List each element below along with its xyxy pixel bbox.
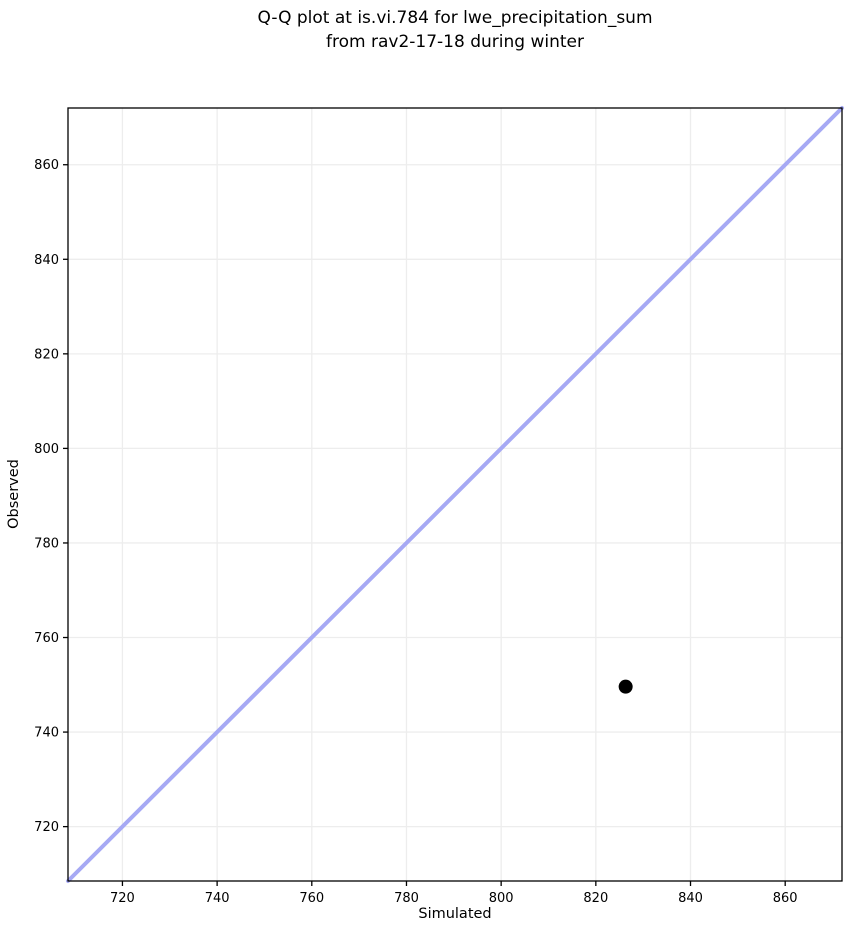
x-tick-label: 840 [678, 891, 703, 906]
y-tick-label: 740 [34, 726, 59, 741]
y-tick-label: 720 [34, 820, 59, 835]
x-tick-label: 720 [110, 891, 135, 906]
x-tick-label: 800 [489, 891, 514, 906]
x-tick-label: 820 [583, 891, 608, 906]
x-tick-label: 780 [394, 891, 419, 906]
x-tick-label: 860 [773, 891, 798, 906]
x-tick-label: 740 [205, 891, 230, 906]
y-tick-label: 800 [34, 442, 59, 457]
identity-line [66, 106, 844, 883]
plot-border [67, 107, 843, 882]
y-tick-label: 820 [34, 347, 59, 362]
data-point [618, 679, 633, 694]
y-tick-label: 760 [34, 631, 59, 646]
y-tick-label: 860 [34, 158, 59, 173]
x-axis-label: Simulated [418, 906, 492, 922]
x-tick-label: 760 [299, 891, 324, 906]
chart-title: Q-Q plot at is.vi.784 for lwe_precipitat… [257, 8, 653, 52]
y-tick-label: 840 [34, 253, 59, 268]
y-tick-label: 780 [34, 536, 59, 551]
